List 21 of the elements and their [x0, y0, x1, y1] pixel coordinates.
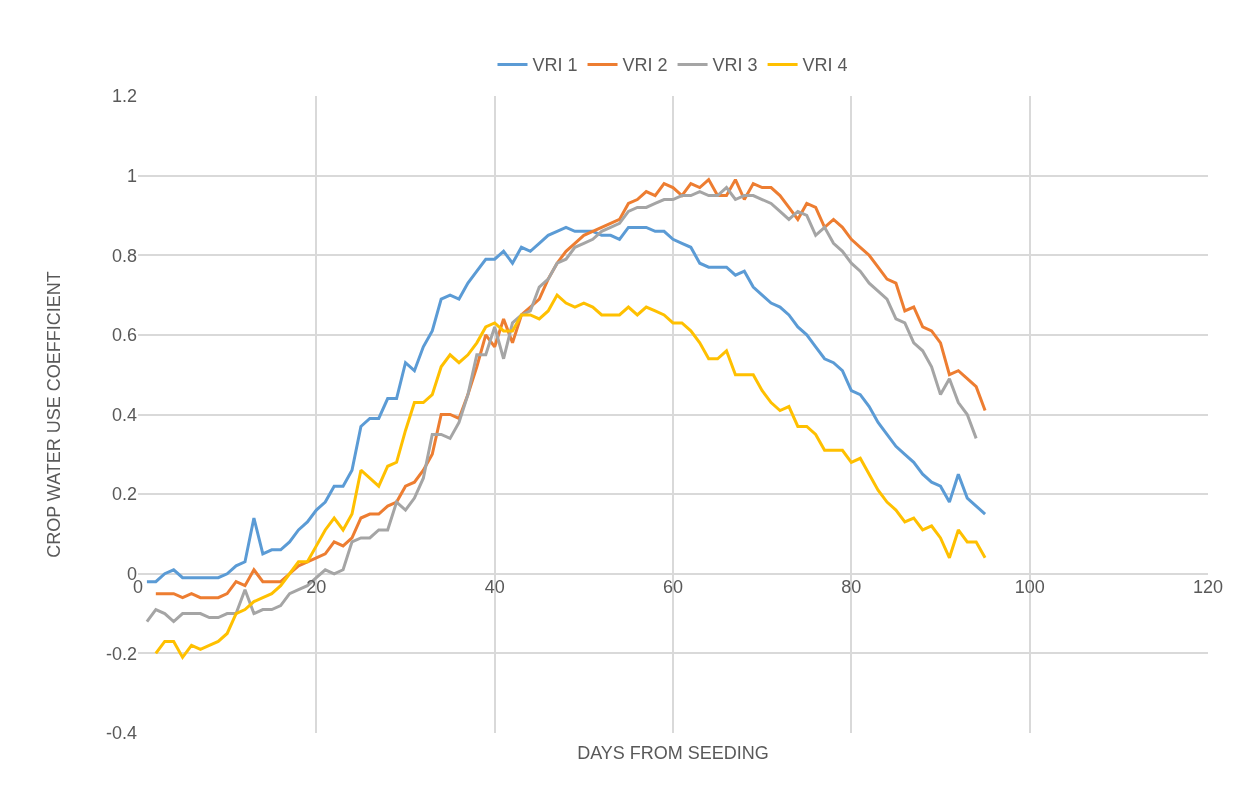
x-tick-label: 40 [484, 576, 505, 597]
legend-label: VRI 1 [532, 55, 578, 76]
legend-label: VRI 2 [622, 55, 668, 76]
y-tick-label: -0.4 [105, 723, 137, 744]
y-tick-label: 1.2 [111, 86, 137, 107]
y-tick-label: 0.8 [111, 245, 137, 266]
x-tick-label: 80 [841, 576, 862, 597]
y-tick-label: 1 [126, 165, 137, 186]
x-axis-title: DAYS FROM SEEDING [577, 742, 769, 763]
x-tick-label: 60 [662, 576, 684, 597]
y-tick-label: 0.6 [111, 325, 137, 346]
y-tick-label: -0.2 [105, 643, 137, 664]
y-axis-title: CROP WATER USE COEFFICIENT [44, 271, 65, 558]
line-series [154, 293, 987, 659]
x-tick-label: 100 [1014, 576, 1045, 597]
y-tick-label: 0.4 [111, 404, 137, 425]
legend-label: VRI 4 [802, 55, 848, 76]
x-tick-label: 20 [306, 576, 327, 597]
legend-label: VRI 3 [712, 55, 758, 76]
x-tick-label: 120 [1192, 576, 1224, 597]
y-tick-label: 0.2 [111, 484, 137, 505]
